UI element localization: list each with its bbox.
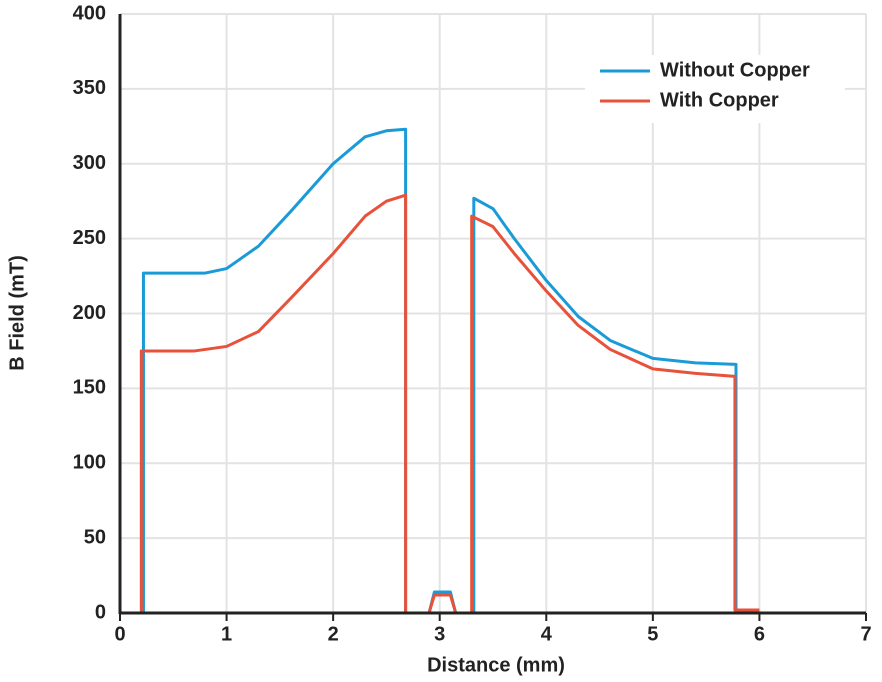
y-tick-label: 200 [73, 302, 106, 324]
x-tick-label: 2 [328, 623, 339, 645]
y-tick-label: 0 [95, 601, 106, 623]
legend-box [585, 55, 845, 123]
x-tick-label: 5 [647, 623, 658, 645]
data-line [141, 127, 738, 615]
y-tick-label: 300 [73, 152, 106, 174]
x-tick-label: 6 [754, 623, 765, 645]
x-tick-label: 4 [541, 623, 553, 645]
data-line [139, 193, 760, 615]
y-tick-label: 250 [73, 227, 106, 249]
y-tick-label: 150 [73, 377, 106, 399]
x-tick-label: 7 [860, 623, 871, 645]
x-axis-label: Distance (mm) [427, 654, 565, 676]
x-tick-label: 0 [114, 623, 125, 645]
y-tick-label: 50 [84, 526, 106, 548]
legend-label: With Copper [660, 89, 779, 111]
y-tick-label: 100 [73, 452, 106, 474]
legend-label: Without Copper [660, 59, 810, 81]
y-axis-label: B Field (mT) [6, 255, 28, 371]
x-tick-label: 3 [434, 623, 445, 645]
x-tick-label: 1 [221, 623, 232, 645]
y-tick-label: 400 [73, 2, 106, 24]
y-tick-label: 350 [73, 77, 106, 99]
